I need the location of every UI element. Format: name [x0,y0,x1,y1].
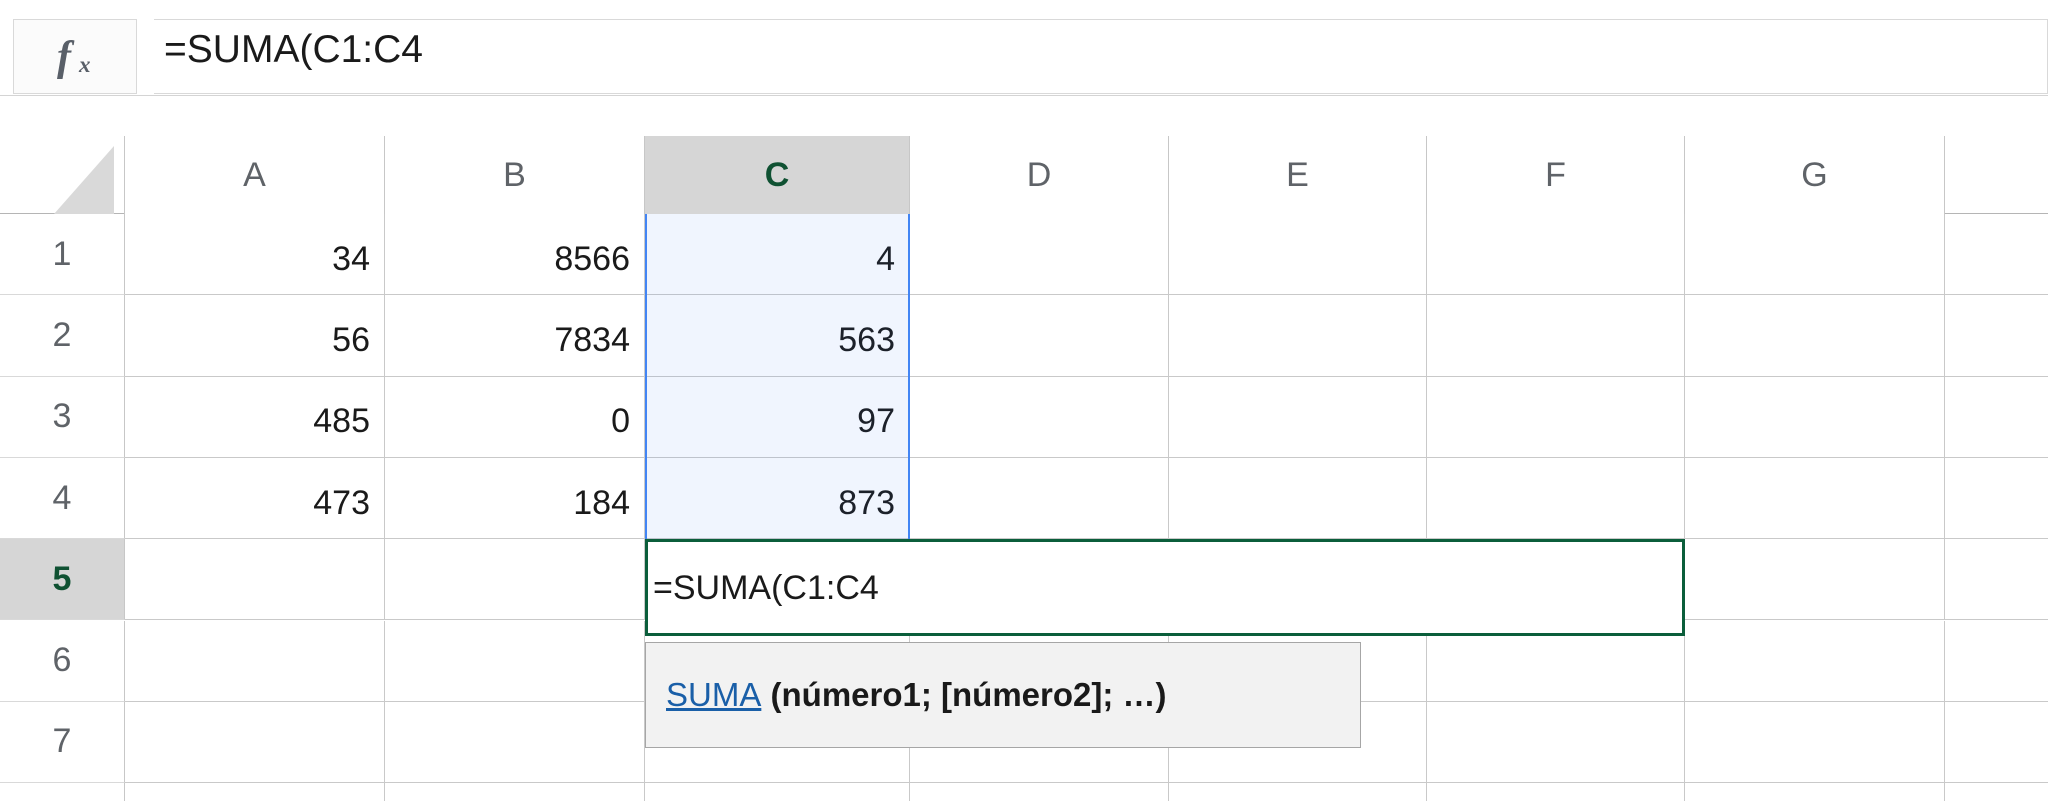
svg-text:x: x [78,52,91,77]
svg-text:f: f [57,34,75,80]
